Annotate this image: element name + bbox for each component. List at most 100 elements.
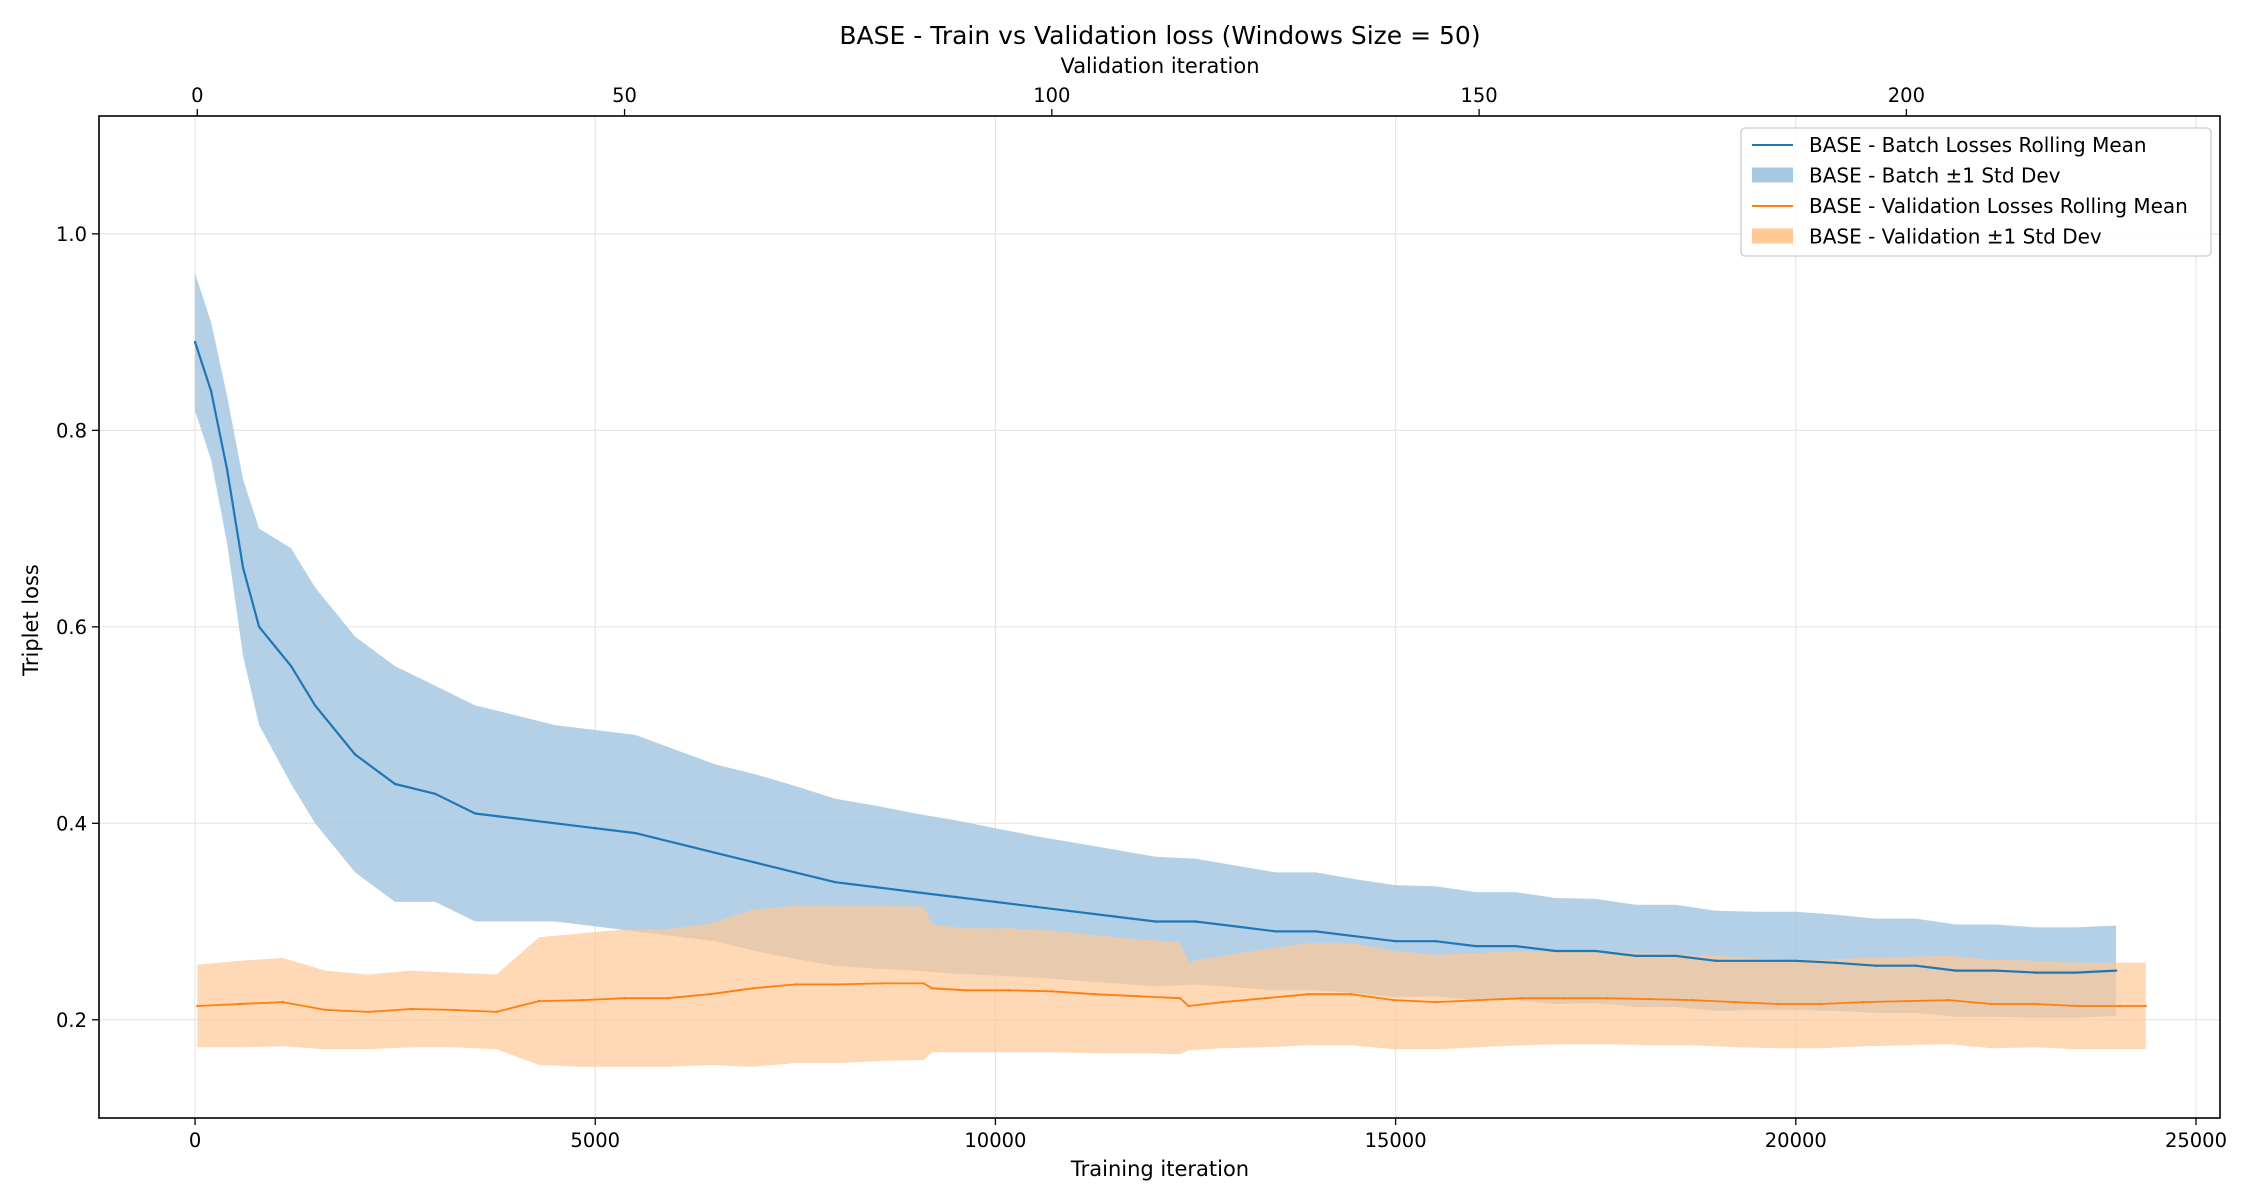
mean-lines (193, 340, 2147, 1014)
top-x-tick-label: 50 (612, 84, 637, 107)
batch-mean-point (1914, 964, 1918, 967)
legend-band-swatch (1752, 228, 1793, 244)
validation-mean-point (1905, 999, 1908, 1003)
batch-mean-point (594, 827, 597, 830)
batch-mean-point (209, 389, 213, 393)
y-tick-label: 0.2 (56, 1009, 87, 1032)
y-tick-label: 0.8 (56, 419, 87, 442)
batch-mean-point (554, 822, 557, 825)
batch-mean-point (2074, 971, 2078, 974)
batch-mean-point (2114, 969, 2118, 972)
validation-mean-point (1307, 993, 1310, 996)
chart-title: BASE - Train vs Validation loss (Windows… (839, 21, 1480, 50)
batch-mean-point (1154, 920, 1157, 923)
legend-entry-label: BASE - Validation ±1 Std Dev (1809, 225, 2102, 249)
batch-mean-point (1114, 915, 1117, 918)
batch-mean-point (289, 664, 293, 668)
legend-box (1740, 127, 2212, 257)
batch-mean-point (1954, 969, 1958, 972)
validation-mean-point (1734, 1000, 1737, 1004)
y-tick-label: 1.0 (56, 223, 87, 246)
validation-mean-point (1349, 993, 1353, 996)
batch-mean-point (1074, 910, 1077, 913)
batch-mean-point (393, 782, 397, 786)
batch-std-band (195, 273, 2116, 1018)
batch-mean-point (1354, 935, 1357, 938)
validation-mean-point (495, 1010, 498, 1014)
validation-mean-point (324, 1008, 327, 1012)
validation-mean-point (2033, 1002, 2036, 1006)
x-tick-label: 15000 (1365, 1129, 1427, 1152)
validation-std-band (197, 905, 2146, 1067)
validation-mean-point (1221, 1000, 1224, 1004)
validation-mean-point (1990, 1002, 1994, 1006)
validation-mean-point (1392, 998, 1395, 1002)
batch-mean-point (514, 817, 517, 820)
batch-mean-point (1194, 920, 1197, 923)
batch-mean-point (1794, 959, 1798, 962)
batch-mean-point (1754, 959, 1758, 962)
batch-mean-point (1674, 954, 1677, 958)
validation-mean-point (1007, 989, 1011, 992)
batch-mean-point (714, 851, 717, 854)
legend: BASE - Batch Losses Rolling Mean BASE - B… (1740, 127, 2212, 257)
x-tick-label: 5000 (570, 1129, 620, 1152)
batch-mean-point (225, 468, 229, 471)
validation-mean-point (409, 1007, 413, 1011)
validation-mean-point (1520, 997, 1524, 1000)
validation-mean-point (2118, 1004, 2122, 1008)
y-axis-label: Triplet loss (19, 564, 43, 677)
validation-mean-point (1477, 998, 1481, 1002)
batch-mean-point (434, 792, 437, 795)
validation-mean-point (1178, 997, 1182, 1000)
x-tick-label: 0 (189, 1129, 201, 1152)
validation-mean-point (580, 998, 583, 1002)
validation-mean-point (1136, 995, 1139, 998)
batch-mean-point (1234, 925, 1237, 928)
batch-mean-point (1274, 930, 1277, 933)
batch-mean-point (1314, 930, 1317, 933)
top-x-tick-label: 100 (1033, 84, 1070, 107)
batch-mean-point (994, 900, 997, 904)
x-axis-label: Training iteration (1070, 1157, 1249, 1181)
batch-mean-point (674, 841, 677, 845)
validation-mean-point (1777, 1002, 1780, 1006)
batch-mean-point (273, 645, 277, 648)
batch-mean-point (1874, 964, 1878, 967)
validation-mean-point (708, 993, 712, 996)
top-x-tick-label: 200 (1888, 84, 1925, 107)
batch-mean-point (1714, 959, 1718, 962)
batch-mean-point (1994, 969, 1998, 972)
validation-mean-point (922, 982, 925, 985)
legend-entry-label: BASE - Batch Losses Rolling Mean (1809, 133, 2147, 157)
validation-mean-point (2144, 1004, 2147, 1008)
batch-mean-point (754, 861, 757, 864)
validation-mean-point (837, 983, 840, 986)
validation-mean-point (1648, 997, 1652, 1001)
validation-mean-point (879, 982, 883, 985)
validation-mean-point (2076, 1004, 2079, 1008)
batch-mean-point (1514, 944, 1517, 948)
y-tick-label: 0.6 (56, 616, 87, 639)
validation-mean-point (1050, 990, 1054, 993)
x-tick-label: 20000 (1765, 1129, 1827, 1152)
validation-mean-point (537, 999, 541, 1003)
batch-mean-point (2034, 971, 2038, 974)
batch-mean-point (313, 704, 317, 707)
batch-mean-point (634, 831, 637, 835)
legend-band-swatch (1752, 167, 1793, 183)
plot-frame (98, 115, 2221, 1119)
x-tick-label: 10000 (964, 1129, 1026, 1152)
batch-mean-point (241, 566, 245, 570)
batch-mean-point (1394, 940, 1397, 943)
validation-mean-point (751, 987, 754, 990)
legend-entry-label: BASE - Batch ±1 Std Dev (1809, 164, 2061, 188)
validation-mean-point (1691, 998, 1694, 1002)
x-tick-label: 25000 (2165, 1129, 2227, 1152)
validation-mean-point (1862, 1000, 1865, 1004)
validation-mean-point (452, 1008, 455, 1012)
batch-mean-point (257, 625, 261, 628)
top-x-axis-label: Validation iteration (1060, 54, 1259, 78)
validation-mean-point (1947, 998, 1951, 1002)
